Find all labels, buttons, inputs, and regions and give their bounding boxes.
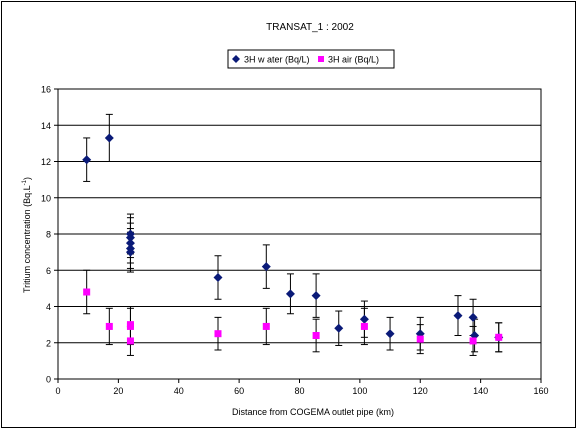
water-data-point bbox=[125, 247, 135, 257]
water-data-point bbox=[311, 291, 321, 301]
water-data-point bbox=[359, 314, 369, 324]
y-tick-label: 14 bbox=[41, 121, 51, 131]
water-data-point bbox=[453, 311, 463, 321]
data-points bbox=[82, 133, 504, 345]
y-tick-label: 12 bbox=[41, 157, 51, 167]
air-data-point bbox=[105, 322, 113, 330]
water-data-point bbox=[285, 289, 295, 299]
y-axis-title-main: Tritium concentration (Bq.L bbox=[22, 185, 32, 293]
air-data-point bbox=[469, 337, 477, 345]
y-axis-title-close: ) bbox=[22, 177, 32, 180]
x-tick-labels: 0 20 40 60 80 100 120 140 160 bbox=[55, 386, 548, 396]
y-axis-title-sup: -1 bbox=[22, 179, 28, 185]
x-tick-label: 100 bbox=[352, 386, 367, 396]
air-data-point bbox=[416, 335, 424, 343]
air-data-point bbox=[262, 322, 270, 330]
x-axis-title: Distance from COGEMA outlet pipe (km) bbox=[232, 407, 394, 417]
air-data-point bbox=[495, 333, 503, 341]
x-tick-label: 160 bbox=[533, 386, 548, 396]
y-tick-label: 2 bbox=[46, 338, 51, 348]
x-tick-label: 80 bbox=[294, 386, 304, 396]
y-tick-labels: 0 2 4 6 8 10 12 14 16 bbox=[41, 85, 51, 385]
x-tick-label: 0 bbox=[55, 386, 60, 396]
water-data-point bbox=[261, 262, 271, 272]
water-data-point bbox=[125, 238, 135, 248]
legend-water-label: 3H w ater (Bq/L) bbox=[244, 55, 310, 65]
chart-title: TRANSAT_1 : 2002 bbox=[266, 22, 354, 33]
air-data-point bbox=[126, 337, 134, 345]
water-data-point bbox=[125, 233, 135, 243]
air-data-point bbox=[214, 330, 222, 338]
water-data-point bbox=[468, 312, 478, 322]
y-tick-label: 0 bbox=[46, 375, 51, 385]
legend: 3H w ater (Bq/L) 3H air (Bq/L) bbox=[227, 49, 395, 69]
air-data-point bbox=[83, 288, 91, 296]
x-tick-label: 60 bbox=[234, 386, 244, 396]
y-tick-label: 10 bbox=[41, 193, 51, 203]
x-tick-label: 120 bbox=[413, 386, 428, 396]
air-data-point bbox=[360, 322, 368, 330]
x-tick-label: 140 bbox=[473, 386, 488, 396]
water-data-point bbox=[385, 329, 395, 339]
y-tick-label: 4 bbox=[46, 302, 51, 312]
y-tick-label: 8 bbox=[46, 230, 51, 240]
legend-water-marker bbox=[232, 55, 240, 63]
water-data-point bbox=[104, 133, 114, 143]
x-tick-label: 40 bbox=[174, 386, 184, 396]
axes bbox=[54, 88, 542, 383]
y-axis-title: Tritium concentration (Bq.L-1) bbox=[22, 177, 32, 293]
y-tick-label: 16 bbox=[41, 85, 51, 95]
legend-air-label: 3H air (Bq/L) bbox=[328, 55, 379, 65]
x-tick-label: 20 bbox=[113, 386, 123, 396]
plot-area-border bbox=[57, 88, 542, 380]
water-data-point bbox=[334, 323, 344, 333]
air-data-point bbox=[312, 332, 320, 339]
legend-air-marker bbox=[318, 56, 324, 62]
legend-box bbox=[227, 49, 395, 69]
y-tick-label: 6 bbox=[46, 266, 51, 276]
chart-border bbox=[1, 1, 576, 428]
air-data-point bbox=[126, 322, 134, 330]
water-data-point bbox=[82, 155, 92, 165]
water-data-point bbox=[213, 273, 223, 282]
